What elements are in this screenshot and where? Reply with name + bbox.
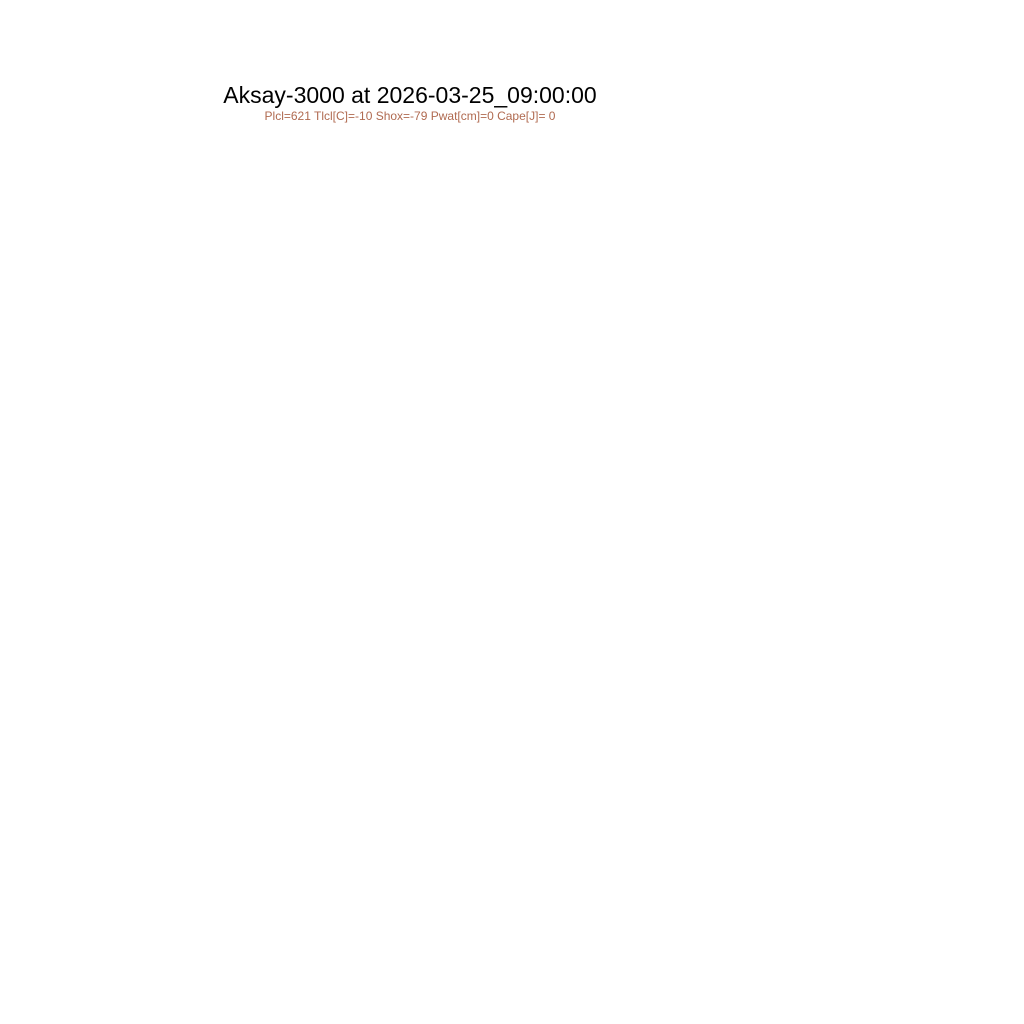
svg-text:Plcl=621 Tlcl[C]=-10 Shox=-79: Plcl=621 Tlcl[C]=-10 Shox=-79 Pwat[cm]=0… (265, 109, 556, 123)
svg-text:Aksay-3000 at 2026-03-25_09:00: Aksay-3000 at 2026-03-25_09:00:00 (223, 82, 596, 108)
